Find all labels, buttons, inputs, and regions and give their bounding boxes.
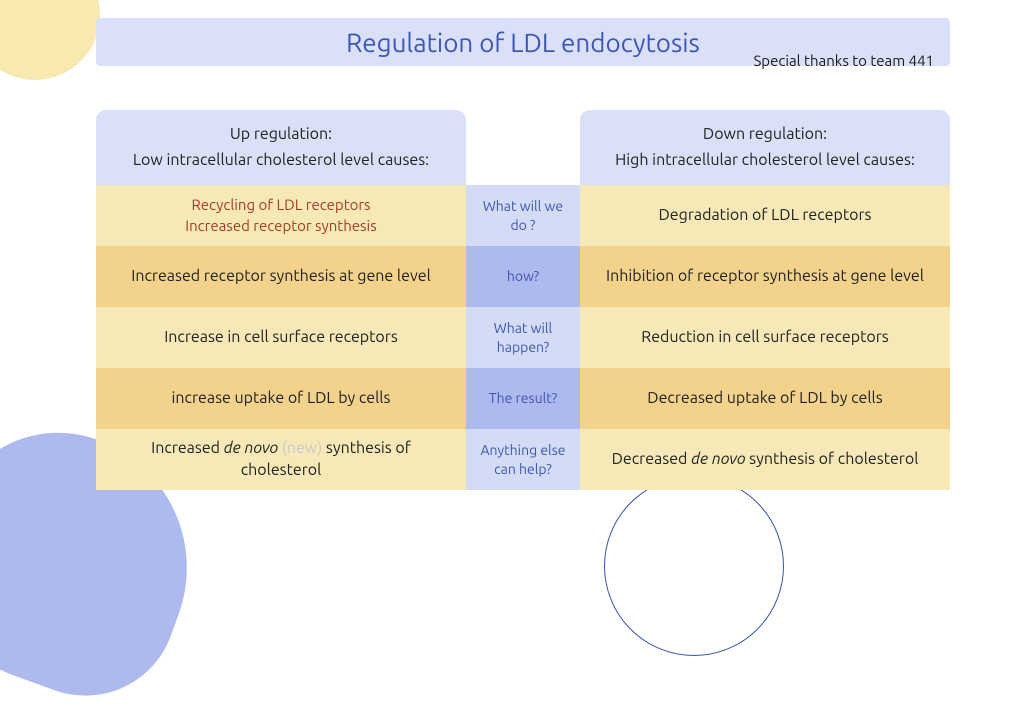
question-3: What will happen?	[466, 307, 580, 368]
down-header-line2: High intracellular cholesterol level cau…	[615, 150, 915, 172]
header-mid-spacer	[466, 110, 580, 185]
up-cell-5: Increased de novo (new) synthesis of cho…	[96, 429, 466, 490]
down-cell-3: Reduction in cell surface receptors	[580, 307, 950, 368]
comparison-table: Up regulation: Low intracellular cholest…	[96, 110, 950, 546]
question-1: What will we do ?	[466, 185, 580, 246]
up-regulation-header: Up regulation: Low intracellular cholest…	[96, 110, 466, 185]
down-cell-1: Degradation of LDL receptors	[580, 185, 950, 246]
down-cell-5-text: Decreased de novo synthesis of cholester…	[612, 449, 919, 471]
up-header-line1: Up regulation:	[230, 124, 332, 146]
down-regulation-header: Down regulation: High intracellular chol…	[580, 110, 950, 185]
page-title: Regulation of LDL endocytosis	[346, 28, 700, 57]
table-row: Increased de novo (new) synthesis of cho…	[96, 429, 950, 490]
thanks-note: Special thanks to team 441	[753, 52, 934, 69]
up-header-line2: Low intracellular cholesterol level caus…	[133, 150, 429, 172]
up-cell-1-line2: Increased receptor synthesis	[185, 216, 376, 236]
table-row: Increase in cell surface receptors What …	[96, 307, 950, 368]
header-row: Up regulation: Low intracellular cholest…	[96, 110, 950, 185]
up-cell-3: Increase in cell surface receptors	[96, 307, 466, 368]
decor-blob-yellow	[0, 0, 100, 80]
down-header-line1: Down regulation:	[703, 124, 827, 146]
question-4: The result?	[466, 368, 580, 429]
up-cell-1: Recycling of LDL receptors Increased rec…	[96, 185, 466, 246]
question-5: Anything else can help?	[466, 429, 580, 490]
question-2: how?	[466, 246, 580, 307]
down-cell-2: Inhibition of receptor synthesis at gene…	[580, 246, 950, 307]
up-cell-4: increase uptake of LDL by cells	[96, 368, 466, 429]
table-row: Increased receptor synthesis at gene lev…	[96, 246, 950, 307]
table-row: increase uptake of LDL by cells The resu…	[96, 368, 950, 429]
up-cell-2: Increased receptor synthesis at gene lev…	[96, 246, 466, 307]
up-cell-5-text: Increased de novo (new) synthesis of cho…	[110, 438, 452, 481]
up-cell-1-line1: Recycling of LDL receptors	[191, 195, 370, 215]
down-cell-4: Decreased uptake of LDL by cells	[580, 368, 950, 429]
table-row: Recycling of LDL receptors Increased rec…	[96, 185, 950, 246]
down-cell-5: Decreased de novo synthesis of cholester…	[580, 429, 950, 490]
